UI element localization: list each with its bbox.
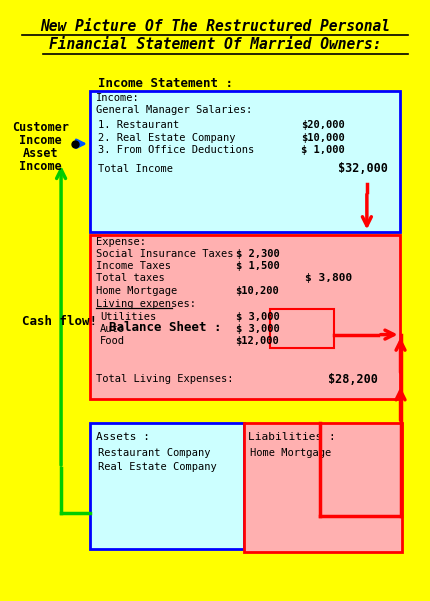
Text: 3. From Office Deductions: 3. From Office Deductions xyxy=(98,145,254,155)
Text: 1. Restaurant: 1. Restaurant xyxy=(98,120,179,130)
Text: $12,000: $12,000 xyxy=(236,335,279,346)
Text: New Picture Of The Restructured Personal: New Picture Of The Restructured Personal xyxy=(40,19,390,34)
Text: Balance Sheet :: Balance Sheet : xyxy=(110,321,222,334)
Text: $10,200: $10,200 xyxy=(236,286,279,296)
FancyBboxPatch shape xyxy=(270,310,334,349)
Text: Cash flow!: Cash flow! xyxy=(22,315,97,328)
Text: Restaurant Company: Restaurant Company xyxy=(98,448,211,458)
FancyBboxPatch shape xyxy=(90,423,244,549)
Text: $ 3,000: $ 3,000 xyxy=(236,323,279,334)
Text: Liabilities :: Liabilities : xyxy=(248,432,335,442)
Text: Food: Food xyxy=(100,335,125,346)
Text: Income Taxes: Income Taxes xyxy=(96,261,171,272)
Text: $28,200: $28,200 xyxy=(328,373,378,386)
Text: Customer: Customer xyxy=(12,121,69,133)
Text: $ 3,800: $ 3,800 xyxy=(305,273,353,283)
Text: Utilities: Utilities xyxy=(100,312,157,322)
Text: $20,000: $20,000 xyxy=(301,120,345,130)
Text: $ 3,000: $ 3,000 xyxy=(236,312,279,322)
Text: Total taxes: Total taxes xyxy=(96,273,165,283)
Text: Home Mortgage: Home Mortgage xyxy=(96,286,177,296)
Text: Income:: Income: xyxy=(96,93,140,103)
Text: Financial Statement Of Married Owners:: Financial Statement Of Married Owners: xyxy=(49,37,381,52)
Text: Living expenses:: Living expenses: xyxy=(96,299,196,309)
Text: Auto: Auto xyxy=(100,323,125,334)
Text: Assets :: Assets : xyxy=(96,432,150,442)
Text: $32,000: $32,000 xyxy=(338,162,388,175)
Text: Social Insurance Taxes: Social Insurance Taxes xyxy=(96,249,233,260)
Text: Total Living Expenses:: Total Living Expenses: xyxy=(96,374,233,385)
Text: $ 1,500: $ 1,500 xyxy=(236,261,279,272)
Text: $10,000: $10,000 xyxy=(301,133,345,143)
Text: Asset: Asset xyxy=(23,147,58,160)
Text: Real Estate Company: Real Estate Company xyxy=(98,462,217,472)
Text: Total Income: Total Income xyxy=(98,164,173,174)
Text: $ 2,300: $ 2,300 xyxy=(236,249,279,260)
Text: 2. Real Estate Company: 2. Real Estate Company xyxy=(98,133,236,143)
FancyBboxPatch shape xyxy=(244,423,402,552)
Text: Expense:: Expense: xyxy=(96,237,146,247)
Text: Income Statement :: Income Statement : xyxy=(98,78,233,90)
Text: Income: Income xyxy=(19,160,62,173)
FancyBboxPatch shape xyxy=(90,91,400,232)
Text: General Manager Salaries:: General Manager Salaries: xyxy=(96,105,252,115)
Text: Home Mortgage: Home Mortgage xyxy=(250,448,331,458)
FancyBboxPatch shape xyxy=(90,235,400,399)
Text: Income: Income xyxy=(19,133,62,147)
Text: $ 1,000: $ 1,000 xyxy=(301,145,345,155)
